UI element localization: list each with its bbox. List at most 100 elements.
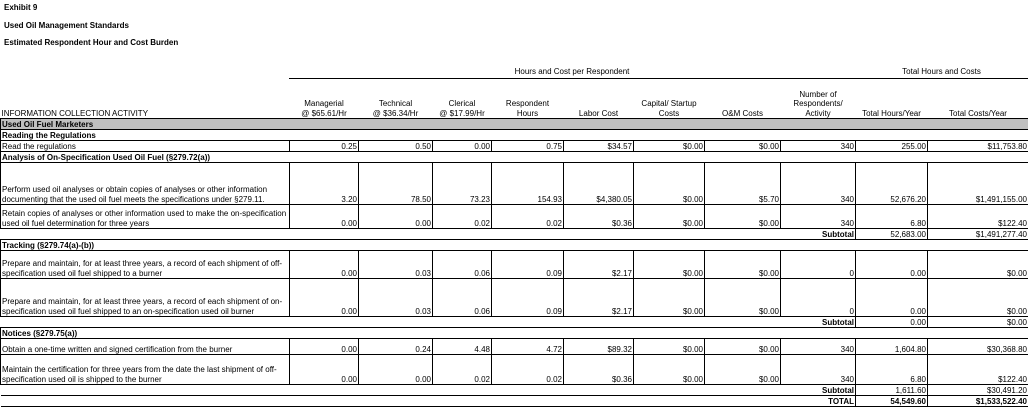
value-cell: 0.02	[432, 354, 492, 385]
value-cell: $0.00	[704, 278, 781, 317]
table-row: Retain copies of analyses or other infor…	[0, 204, 1028, 229]
column-header: Clerical @ $17.99/Hr	[433, 80, 492, 119]
section-header: Tracking (§279.74(a)-(b))	[0, 239, 1028, 251]
column-header-line1: Technical	[378, 99, 413, 108]
table-row: Maintain the certification for three yea…	[0, 354, 1028, 385]
value-cell: $0.00	[633, 162, 705, 205]
value-cell: 0.24	[358, 338, 433, 355]
total-row: TOTAL 54,549.60 $1,533,522.40	[0, 395, 1028, 407]
total-hours: 54,549.60	[855, 395, 928, 407]
column-header-line2: @ $65.61/Hr	[301, 108, 347, 118]
value-cell: 0.00	[358, 204, 433, 229]
value-cell: 52,676.20	[855, 162, 928, 205]
value-cell: 0.00	[289, 338, 359, 355]
value-cell: 0.00	[289, 354, 359, 385]
value-cell: 0.00	[855, 250, 928, 279]
table-row: Prepare and maintain, for at least three…	[0, 250, 1028, 279]
column-header: Managerial @ $65.61/Hr	[290, 80, 359, 119]
value-cell: $0.00	[704, 140, 781, 152]
activity-description: Retain copies of analyses or other infor…	[0, 204, 290, 229]
subtotal-costs: $30,491.20	[927, 384, 1028, 396]
value-cell: 255.00	[855, 140, 928, 152]
value-cell: $11,753.80	[927, 140, 1028, 152]
column-header: O&M Costs	[705, 80, 781, 119]
value-cell: 1,604.80	[855, 338, 928, 355]
header-row: INFORMATION COLLECTION ACTIVITY Manageria…	[1, 80, 1028, 119]
column-header-line2: Total Costs/Year	[949, 108, 1007, 118]
subtotal-row: Subtotal 0.00 $0.00	[0, 316, 1028, 328]
value-cell: $122.40	[927, 354, 1028, 385]
value-cell: $0.00	[633, 354, 705, 385]
section-title: Tracking (§279.74(a)-(b))	[0, 239, 1028, 251]
group-header-per-respondent: Hours and Cost per Respondent	[289, 67, 855, 79]
total-label: TOTAL	[0, 395, 856, 407]
column-header: Technical @ $36.34/Hr	[359, 80, 433, 119]
value-cell: 0.02	[432, 204, 492, 229]
value-cell: 340	[780, 354, 856, 385]
value-cell: $2.17	[563, 278, 634, 317]
column-header-line1: Clerical	[448, 99, 476, 108]
value-cell: 0	[780, 250, 856, 279]
value-cell: $122.40	[927, 204, 1028, 229]
value-cell: 0.02	[491, 204, 564, 229]
section-header: Analysis of On-Specification Used Oil Fu…	[0, 151, 1028, 163]
value-cell: $0.36	[563, 354, 634, 385]
activity-description: Read the regulations	[0, 140, 290, 152]
value-cell: 0.02	[491, 354, 564, 385]
value-cell: 0.00	[855, 278, 928, 317]
category-label: Used Oil Fuel Marketers	[0, 118, 1028, 130]
value-cell: 6.80	[855, 354, 928, 385]
value-cell: 0.09	[491, 278, 564, 317]
column-header-line1: Capital/ Startup	[641, 99, 697, 108]
column-header-line1: Managerial	[304, 99, 344, 108]
subtotal-costs: $0.00	[927, 316, 1028, 328]
value-cell: 0.50	[358, 140, 433, 152]
value-cell: 73.23	[432, 162, 492, 205]
value-cell: 0.06	[432, 278, 492, 317]
column-header-line2: INFORMATION COLLECTION ACTIVITY	[1, 108, 149, 118]
value-cell: 0.00	[432, 140, 492, 152]
value-cell: $4,380.05	[563, 162, 634, 205]
group-header-totals: Total Hours and Costs	[855, 67, 1028, 79]
column-header-line2: O&M Costs	[722, 108, 763, 118]
category-row: Used Oil Fuel Marketers	[0, 118, 1028, 130]
exhibit-title: Used Oil Management Standards	[4, 21, 129, 30]
value-cell: 340	[780, 162, 856, 205]
value-cell: $0.00	[633, 338, 705, 355]
value-cell: 0.00	[358, 354, 433, 385]
value-cell: $1,491,155.00	[927, 162, 1028, 205]
section-title: Notices (§279.75(a))	[0, 327, 1028, 339]
value-cell: 0.25	[289, 140, 359, 152]
subtotal-label: Subtotal	[0, 316, 856, 328]
table-row: Read the regulations 0.25 0.50 0.00 0.75 $34.…	[0, 140, 1028, 152]
value-cell: $0.00	[633, 204, 705, 229]
value-cell: $34.57	[563, 140, 634, 152]
value-cell: 0.03	[358, 250, 433, 279]
column-header-line1: Respondent	[505, 99, 550, 108]
total-costs: $1,533,522.40	[927, 395, 1028, 407]
value-cell: $30,368.80	[927, 338, 1028, 355]
column-header-line2: Total Hours/Year	[862, 108, 921, 118]
value-cell: $0.00	[927, 250, 1028, 279]
value-cell: $0.00	[633, 250, 705, 279]
value-cell: 340	[780, 140, 856, 152]
value-cell: $89.32	[563, 338, 634, 355]
value-cell: 0	[780, 278, 856, 317]
activity-description: Prepare and maintain, for at least three…	[0, 250, 290, 279]
column-header: Respondent Hours	[492, 80, 564, 119]
value-cell: 6.80	[855, 204, 928, 229]
burden-table: INFORMATION COLLECTION ACTIVITY Manageria…	[0, 80, 1028, 407]
value-cell: 0.06	[432, 250, 492, 279]
value-cell: $0.00	[704, 250, 781, 279]
column-header: Labor Cost	[564, 80, 634, 119]
column-header-line1: Number of Respondents/	[793, 89, 843, 109]
value-cell: $0.00	[633, 278, 705, 317]
subtotal-hours: 0.00	[855, 316, 928, 328]
value-cell: 0.00	[289, 204, 359, 229]
subtotal-row: Subtotal 52,683.00 $1,491,277.40	[0, 228, 1028, 240]
section-title: Reading the Regulations	[0, 129, 1028, 141]
value-cell: 0.03	[358, 278, 433, 317]
subtotal-label: Subtotal	[0, 228, 856, 240]
value-cell: 4.48	[432, 338, 492, 355]
subtotal-costs: $1,491,277.40	[927, 228, 1028, 240]
